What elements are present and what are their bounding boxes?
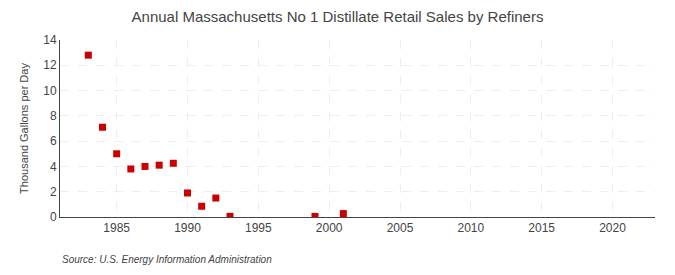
svg-text:2005: 2005 [387,221,414,235]
svg-text:Thousand Gallons per Day: Thousand Gallons per Day [18,63,30,194]
svg-text:1985: 1985 [103,221,130,235]
svg-text:2020: 2020 [599,221,626,235]
svg-text:4: 4 [50,160,57,174]
svg-text:6: 6 [50,134,57,148]
svg-text:10: 10 [43,84,57,98]
svg-text:1995: 1995 [245,221,272,235]
svg-text:8: 8 [50,109,57,123]
svg-text:Annual Massachusetts No 1 Dist: Annual Massachusetts No 1 Distillate Ret… [132,8,544,25]
svg-text:12: 12 [43,58,57,72]
svg-text:14: 14 [43,33,57,47]
svg-text:2015: 2015 [528,221,555,235]
svg-text:2: 2 [50,185,57,199]
svg-text:1990: 1990 [174,221,201,235]
svg-text:0: 0 [50,210,57,224]
svg-text:Source: U.S. Energy Informatio: Source: U.S. Energy Information Administ… [62,254,272,265]
svg-text:2010: 2010 [457,221,484,235]
svg-text:2000: 2000 [316,221,343,235]
